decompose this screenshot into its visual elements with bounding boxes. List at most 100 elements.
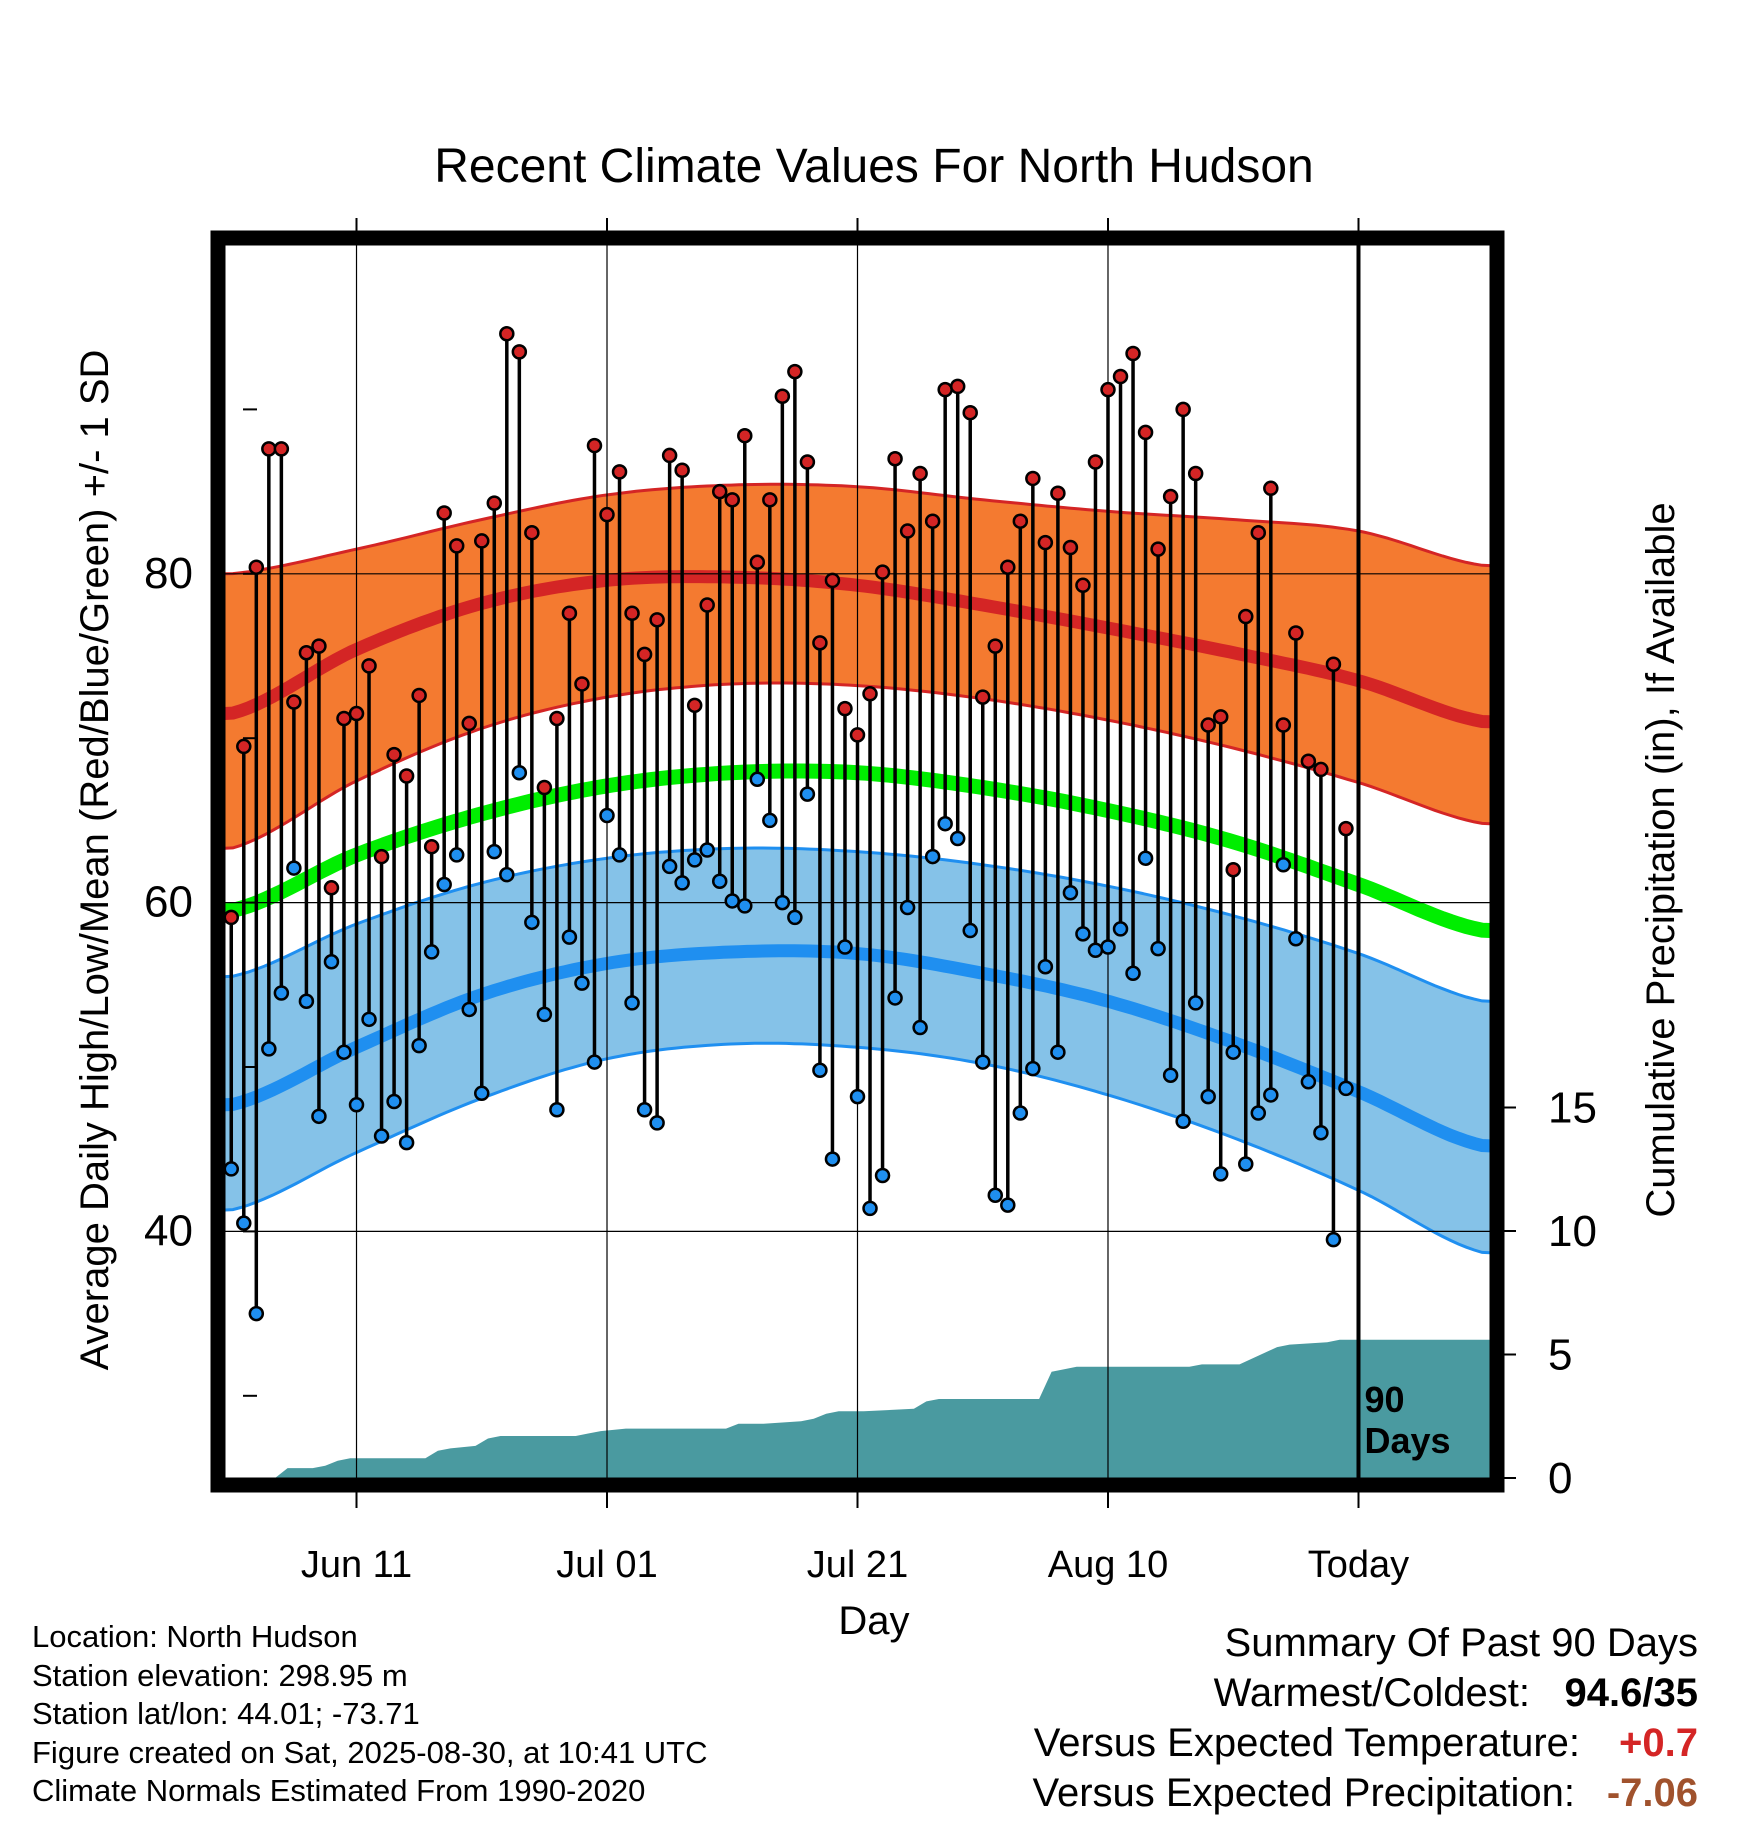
daily-high-point: [837, 700, 853, 717]
daily-low-point: [636, 1101, 653, 1118]
daily-high-point: [323, 880, 340, 896]
daily-high-point: [486, 495, 503, 511]
daily-high-point: [586, 437, 603, 454]
warmest-coldest-row: Warmest/Coldest: 94.6/35: [1032, 1668, 1698, 1718]
daily-high-point: [1012, 513, 1029, 529]
daily-low-point: [686, 852, 703, 868]
daily-low-point: [899, 899, 916, 916]
daily-high-point: [661, 447, 678, 464]
daily-low-point: [524, 914, 540, 931]
daily-high-point: [1225, 861, 1241, 878]
daily-high-point: [949, 378, 966, 395]
daily-low-point: [398, 1134, 415, 1151]
daily-low-point: [536, 1006, 553, 1023]
daily-low-point: [661, 858, 678, 875]
daily-high-point: [1300, 753, 1317, 769]
daily-high-point: [1325, 656, 1342, 672]
daily-high-point: [1175, 401, 1191, 418]
daily-high-point: [1087, 454, 1104, 470]
daily-high-point: [549, 710, 565, 727]
temp-departure-value: +0.7: [1619, 1721, 1698, 1765]
daily-high-point: [511, 344, 528, 360]
normals-text: Climate Normals Estimated From 1990-2020: [32, 1773, 646, 1808]
daily-low-point: [799, 786, 816, 802]
daily-low-point: [1150, 940, 1166, 957]
daily-high-point: [1275, 717, 1292, 733]
daily-high-point: [1313, 761, 1329, 778]
daily-low-point: [1000, 1197, 1016, 1213]
daily-low-point: [699, 842, 715, 858]
created-text: Figure created on Sat, 2025-08-30, at 10…: [32, 1734, 708, 1770]
daily-high-point: [962, 404, 978, 421]
daily-low-point: [323, 954, 340, 970]
daily-low-point: [1338, 1080, 1354, 1097]
daily-high-point: [1150, 541, 1166, 557]
daily-high-point: [812, 635, 828, 651]
daily-high-point: [674, 462, 690, 478]
y-tick-label: 80: [144, 549, 193, 598]
temp-departure-label: Versus Expected Temperature:: [1033, 1721, 1580, 1765]
daily-low-point: [499, 866, 515, 883]
daily-low-point: [348, 1097, 365, 1113]
daily-low-point: [361, 1011, 377, 1028]
daily-high-point: [524, 524, 540, 541]
daily-low-point: [774, 894, 791, 911]
daily-low-point: [423, 944, 440, 960]
daily-low-point: [649, 1115, 665, 1131]
precip-departure-row: Versus Expected Precipitation: -7.06: [1032, 1768, 1698, 1818]
daily-low-point: [373, 1128, 390, 1144]
temp-departure-row: Versus Expected Temperature: +0.7: [1032, 1718, 1698, 1768]
daily-low-point: [787, 909, 803, 926]
y2-tick-label: 10: [1548, 1207, 1597, 1256]
daily-low-point: [1212, 1166, 1229, 1182]
daily-high-point: [336, 710, 352, 727]
daily-high-point: [699, 597, 715, 613]
daily-low-point: [1075, 926, 1091, 942]
daily-high-point: [1112, 368, 1129, 385]
daily-low-point: [223, 1161, 240, 1177]
daily-high-point: [724, 492, 741, 508]
daily-low-point: [1025, 1060, 1041, 1077]
daily-low-point: [912, 1019, 928, 1036]
daily-high-point: [411, 687, 427, 704]
daily-high-point: [386, 746, 402, 763]
daily-high-point: [436, 505, 452, 521]
x-tick-label: Jun 11: [301, 1544, 412, 1586]
precip-departure-value: -7.06: [1606, 1771, 1698, 1815]
daily-low-point: [1238, 1156, 1254, 1172]
daily-high-point: [1000, 559, 1016, 575]
daily-high-point: [261, 441, 277, 457]
daily-high-point: [799, 454, 816, 470]
daily-low-point: [749, 771, 766, 788]
daily-low-point: [937, 815, 953, 832]
daily-low-point: [1325, 1231, 1342, 1248]
daily-low-point: [611, 847, 628, 863]
daily-low-point: [1112, 921, 1129, 937]
warmest-coldest-value: 94.6/35: [1564, 1671, 1698, 1715]
daily-low-point: [1037, 958, 1054, 975]
daily-low-point: [862, 1200, 878, 1217]
daily-high-point: [887, 450, 903, 467]
y2-tick-label: 5: [1548, 1331, 1572, 1380]
daily-high-point: [423, 838, 440, 855]
daily-low-point: [1225, 1044, 1241, 1060]
daily-high-point: [974, 689, 991, 705]
daily-high-point: [787, 363, 803, 380]
daily-low-point: [461, 1001, 477, 1018]
daily-low-point: [311, 1108, 327, 1125]
warmest-coldest-label: Warmest/Coldest:: [1213, 1671, 1530, 1715]
summary-title: Summary Of Past 90 Days: [1224, 1621, 1698, 1665]
daily-low-point: [1062, 884, 1079, 901]
daily-low-point: [386, 1093, 402, 1110]
daily-low-point: [1300, 1074, 1317, 1090]
today-marker-label: 90: [1364, 1379, 1404, 1420]
daily-low-point: [586, 1054, 603, 1070]
daily-high-point: [599, 506, 615, 523]
daily-low-point: [273, 985, 290, 1001]
daily-low-point: [1263, 1087, 1279, 1103]
daily-high-point: [762, 492, 778, 508]
daily-high-point: [749, 554, 766, 571]
daily-low-point: [1250, 1105, 1267, 1121]
daily-low-point: [812, 1062, 828, 1079]
daily-high-point: [361, 658, 377, 674]
